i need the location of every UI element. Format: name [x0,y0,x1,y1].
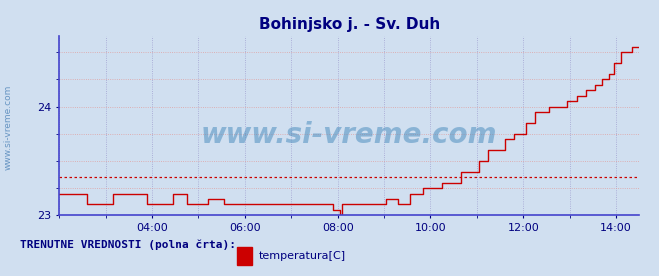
Title: Bohinjsko j. - Sv. Duh: Bohinjsko j. - Sv. Duh [258,17,440,32]
Text: TRENUTNE VREDNOSTI (polna črta):: TRENUTNE VREDNOSTI (polna črta): [20,240,236,250]
Text: temperatura[C]: temperatura[C] [258,251,345,261]
Text: www.si-vreme.com: www.si-vreme.com [3,84,13,170]
Text: www.si-vreme.com: www.si-vreme.com [201,121,498,148]
